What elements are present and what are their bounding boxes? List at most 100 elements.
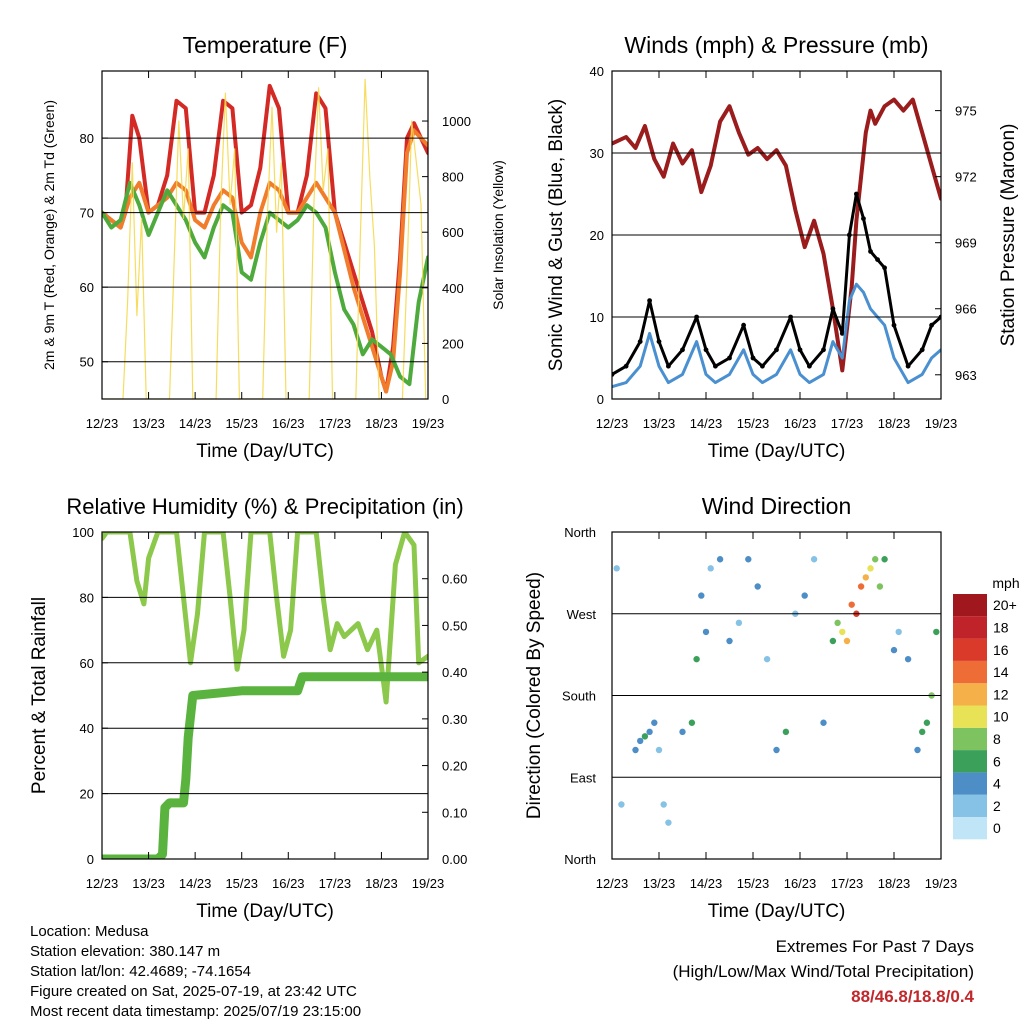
direction-point: [707, 565, 714, 572]
chart-title: Temperature (F): [183, 32, 348, 58]
x-tick-label: 17/23: [831, 876, 864, 891]
x-tick-label: 19/23: [925, 876, 958, 891]
plot-frame: [101, 531, 429, 860]
y-tick-label: North: [564, 525, 596, 540]
gust-point: [680, 347, 685, 353]
x-tick-label: 15/23: [225, 416, 258, 431]
panel-3: Wind Direction Time (Day/UTC) Direction (C…: [524, 493, 957, 922]
x-tick-label: 14/23: [179, 876, 212, 891]
x-tick-label: 18/23: [878, 416, 911, 431]
colorbar-swatch: [953, 817, 987, 840]
y2-tick-label: 975: [955, 104, 977, 119]
colorbar-label: 16: [993, 642, 1009, 658]
colorbar-label: 8: [993, 731, 1001, 747]
y2-tick-label: 0: [442, 392, 449, 407]
direction-point: [867, 565, 874, 572]
direction-point: [923, 719, 931, 726]
x-tick-label: 16/23: [272, 876, 305, 891]
direction-point: [716, 556, 724, 563]
x-tick-label: 17/23: [319, 416, 352, 431]
x-tick-label: 13/23: [643, 416, 676, 431]
colorbar-label: 6: [993, 753, 1001, 769]
extremes-subtitle: (High/Low/Max Wind/Total Precipitation): [672, 962, 974, 981]
series-line: [102, 128, 428, 394]
colorbar-label: 18: [993, 619, 1009, 635]
series-line: [102, 532, 428, 705]
y-tick-label: 30: [590, 146, 604, 161]
series-line: [102, 672, 428, 859]
y-tick-label: 70: [80, 206, 94, 221]
x-tick-label: 14/23: [179, 416, 212, 431]
direction-point: [890, 646, 898, 654]
x-tick-label: 19/23: [412, 416, 445, 431]
direction-point: [754, 583, 761, 590]
plot-area: [102, 78, 428, 399]
direction-point: [613, 565, 620, 572]
colorbar-label: 0: [993, 820, 1001, 836]
gust-point: [891, 322, 897, 328]
y-tick-label: 20: [590, 228, 604, 243]
panel-1: Winds (mph) & Pressure (mb) Time (Day/UTC…: [546, 32, 1019, 462]
extremes-value: 88/46.8/18.8/0.4: [851, 987, 974, 1006]
gust-point: [929, 322, 934, 328]
x-tick-label: 18/23: [878, 876, 911, 891]
y2-tick-label: 0.40: [442, 665, 467, 680]
created-text: Figure created on Sat, 2025-07-19, at 23…: [30, 983, 357, 1000]
direction-point: [919, 728, 926, 736]
x-axis-label: Time (Day/UTC): [708, 901, 846, 922]
x-tick-label: 16/23: [784, 416, 817, 431]
x-tick-label: 12/23: [86, 876, 119, 891]
direction-point: [693, 655, 700, 663]
gust-point: [854, 191, 859, 197]
gust-point: [875, 257, 880, 262]
colorbar-swatch: [953, 660, 987, 684]
gust-point: [750, 355, 756, 361]
gust-point: [637, 339, 643, 344]
direction-point: [618, 801, 625, 808]
y2-tick-label: 200: [442, 336, 464, 351]
y-axis-label: Percent & Total Rainfall: [29, 597, 50, 794]
gust-point: [741, 322, 746, 328]
colorbar-swatch: [953, 727, 987, 751]
y-axis-label: 2m & 9m T (Red, Orange) & 2m Td (Green): [41, 100, 57, 370]
direction-point: [702, 628, 710, 636]
y-tick-label: 0: [597, 392, 604, 407]
y-tick-label: 40: [80, 721, 94, 736]
recent-data-text: Most recent data timestamp: 2025/07/19 2…: [30, 1003, 362, 1020]
direction-point: [745, 556, 752, 563]
direction-point: [848, 601, 855, 608]
gust-point: [774, 347, 779, 353]
y2-tick-label: 963: [955, 368, 977, 383]
y2-tick-label: 966: [955, 302, 977, 317]
gust-point: [868, 249, 873, 254]
gust-point: [830, 306, 836, 312]
x-tick-label: 18/23: [365, 416, 398, 431]
direction-point: [773, 746, 780, 754]
x-tick-label: 14/23: [690, 876, 723, 891]
chart-title: Winds (mph) & Pressure (mb): [624, 32, 928, 58]
x-tick-label: 17/23: [319, 876, 352, 891]
y-tick-label: 80: [80, 131, 94, 146]
direction-point: [665, 819, 672, 826]
direction-point: [646, 728, 653, 736]
gust-point: [821, 347, 826, 353]
y-tick-label: 100: [72, 525, 94, 540]
direction-point: [895, 628, 902, 636]
direction-point: [834, 619, 841, 627]
series-line: [102, 180, 428, 387]
y2-tick-label: 0.20: [442, 759, 467, 774]
direction-point: [782, 728, 790, 736]
panel-0: Temperature (F) Time (Day/UTC) 2m & 9m T (…: [41, 32, 506, 462]
x-tick-label: 13/23: [132, 416, 165, 431]
y2-axis-label: Station Pressure (Maroon): [998, 124, 1019, 347]
direction-point: [655, 746, 663, 754]
y2-tick-label: 0.60: [442, 572, 467, 587]
gust-point: [666, 363, 671, 369]
y2-axis-label: Solar Insolation (Yellow): [490, 160, 506, 310]
colorbar-label: 2: [993, 798, 1001, 814]
y-tick-label: 60: [80, 280, 94, 295]
direction-point: [862, 574, 869, 581]
y-tick-label: 10: [590, 310, 604, 325]
extremes-title: Extremes For Past 7 Days: [775, 937, 974, 956]
x-tick-label: 15/23: [737, 876, 770, 891]
